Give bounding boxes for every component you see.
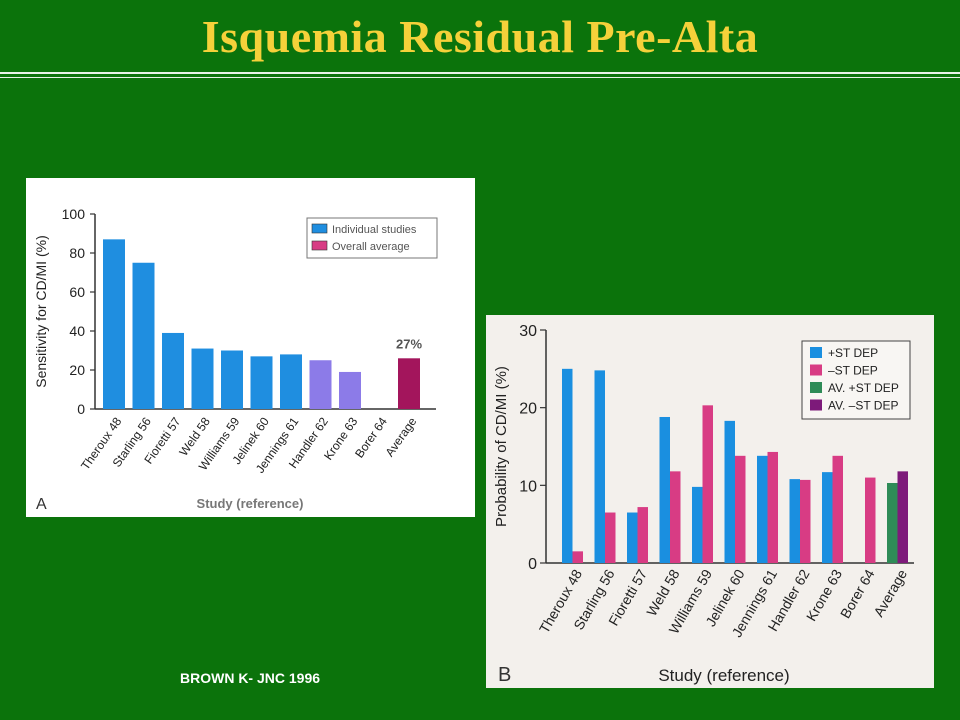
citation: BROWN K- JNC 1996 bbox=[180, 670, 321, 686]
y-axis-label: Probability of CD/MI (%) bbox=[493, 366, 510, 527]
bar bbox=[572, 551, 583, 563]
y-axis-label: Sensitivity for CD/MI (%) bbox=[33, 235, 49, 387]
bar bbox=[103, 239, 125, 409]
legend-swatch-individual bbox=[311, 223, 328, 234]
panel-label-b: B bbox=[498, 664, 511, 686]
legend-swatch bbox=[810, 347, 822, 358]
bar bbox=[132, 262, 155, 409]
bar bbox=[735, 455, 746, 563]
x-tick-label: Average bbox=[382, 414, 419, 459]
legend-box bbox=[306, 217, 438, 259]
legend-swatch bbox=[810, 382, 822, 393]
y-tick-label: 80 bbox=[69, 245, 85, 261]
bar bbox=[865, 477, 876, 563]
bar bbox=[562, 368, 573, 563]
bar bbox=[757, 455, 768, 563]
bar bbox=[627, 512, 638, 563]
y-tick-label: 40 bbox=[69, 323, 85, 339]
bar bbox=[702, 405, 713, 563]
y-tick-label: 20 bbox=[519, 401, 537, 418]
bar bbox=[887, 483, 898, 563]
x-axis-label: Study (reference) bbox=[658, 666, 789, 685]
legend-swatch bbox=[810, 364, 822, 376]
legend-label: AV. –ST DEP bbox=[828, 399, 898, 413]
bar bbox=[309, 360, 332, 409]
bar bbox=[605, 512, 616, 563]
bar bbox=[692, 486, 703, 563]
title-underline bbox=[0, 72, 960, 74]
bar bbox=[339, 371, 361, 409]
legend-label-average: Overall average bbox=[332, 241, 410, 253]
y-tick-label: 0 bbox=[77, 401, 85, 417]
legend-label-individual: Individual studies bbox=[332, 224, 417, 236]
x-axis-label: Study (reference) bbox=[197, 496, 304, 511]
bar bbox=[280, 354, 302, 409]
title-underline-thin bbox=[0, 77, 960, 78]
legend-swatch bbox=[810, 399, 822, 411]
legend-label: AV. +ST DEP bbox=[828, 381, 899, 395]
y-tick-label: 20 bbox=[69, 362, 85, 378]
bar bbox=[250, 356, 273, 409]
panel-label-a: A bbox=[36, 496, 47, 513]
bar bbox=[398, 358, 420, 409]
y-tick-label: 60 bbox=[69, 284, 85, 300]
bar bbox=[800, 479, 811, 563]
bar bbox=[832, 455, 843, 563]
bar bbox=[594, 370, 605, 563]
bar bbox=[767, 451, 778, 563]
legend-swatch-average bbox=[311, 240, 328, 251]
chart-panel-a: 0 20 40 60 80 100 Sensitivity for CD/MI (%) The… bbox=[26, 178, 475, 517]
y-tick-label: 30 bbox=[519, 323, 537, 340]
bar bbox=[637, 507, 648, 563]
y-tick-label: 0 bbox=[528, 556, 537, 573]
bar bbox=[670, 471, 681, 563]
bar bbox=[221, 350, 243, 409]
average-annotation: 27% bbox=[396, 336, 422, 351]
chart-panel-b: 0 10 20 30 Probability of CD/MI (%) Theroux 4… bbox=[486, 315, 934, 688]
slide-title: Isquemia Residual Pre-Alta bbox=[201, 11, 759, 62]
y-tick-label: 100 bbox=[62, 206, 86, 222]
bar bbox=[162, 332, 184, 409]
legend-label: +ST DEP bbox=[828, 346, 878, 360]
y-tick-label: 10 bbox=[519, 478, 537, 495]
bar bbox=[191, 348, 214, 409]
bar bbox=[724, 420, 735, 563]
bar bbox=[789, 479, 800, 563]
legend-label: –ST DEP bbox=[828, 364, 878, 378]
bar bbox=[897, 471, 908, 563]
bar bbox=[822, 472, 833, 563]
bar bbox=[659, 416, 670, 563]
